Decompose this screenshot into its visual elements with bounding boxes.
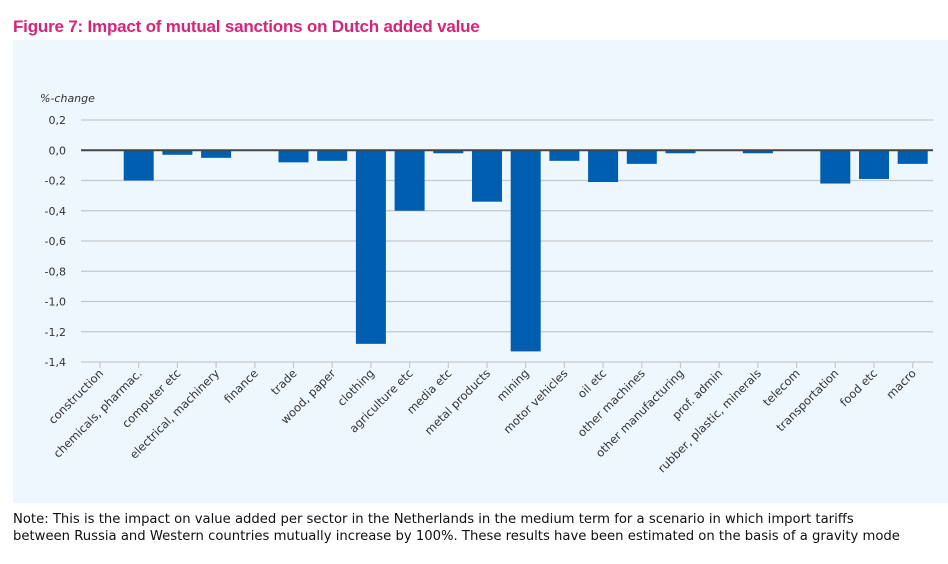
y-tick-label: -1,0: [45, 296, 66, 309]
bar-media-etc: [433, 150, 464, 154]
bar-other-manufacturing: [665, 150, 696, 154]
bars: [123, 150, 928, 352]
bar-other-machines: [626, 150, 657, 164]
y-tick-label: -0,4: [45, 205, 66, 218]
figure-title: Figure 7: Impact of mutual sanctions on …: [13, 17, 480, 36]
bar-transportation: [820, 150, 851, 184]
bar-mining: [510, 150, 541, 352]
bar-chart: 0,2 0,0 -0,2 -0,4 -0,6 -0,8 -1,0 -1,2 -1,4 %-cha…: [40, 92, 933, 475]
gridlines: [81, 119, 933, 363]
note-line-2: between Russia and Western countries mut…: [13, 529, 900, 544]
y-tick-label: -1,2: [45, 326, 66, 339]
bar-chemicals-pharmac-: [123, 150, 154, 181]
x-tick-label: food etc: [837, 366, 880, 409]
chart-panel: 0,2 0,0 -0,2 -0,4 -0,6 -0,8 -1,0 -1,2 -1,4 %-cha…: [13, 40, 948, 503]
bar-wood-paper: [317, 150, 348, 161]
x-tick-label: finance: [221, 366, 261, 406]
bar-agriculture-etc: [394, 150, 425, 211]
x-tick-label: mining: [494, 366, 532, 404]
bar-metal-products: [472, 150, 502, 202]
y-tick-label: -0,6: [45, 235, 66, 248]
bar-macro: [897, 150, 928, 164]
y-tick-label: 0,0: [49, 144, 67, 157]
bar-trade: [278, 150, 309, 163]
x-tick-label: other machines: [575, 366, 648, 439]
y-axis-label: %-change: [40, 92, 95, 105]
note-line-1: Note: This is the impact on value added …: [13, 512, 854, 527]
y-tick-label: 0,2: [49, 114, 67, 127]
x-tick-label: oil etc: [575, 366, 610, 401]
y-axis-ticks: 0,2 0,0 -0,2 -0,4 -0,6 -0,8 -1,0 -1,2 -1,4: [45, 114, 66, 369]
bar-electrical-machinery: [201, 150, 232, 158]
y-tick-label: -0,2: [45, 175, 66, 188]
bar-clothing: [355, 150, 386, 344]
bar-rubber-plastic-minerals: [742, 150, 773, 154]
x-tick-label: macro: [883, 366, 918, 401]
bar-motor-vehicles: [549, 150, 580, 161]
bar-oil-etc: [588, 150, 619, 183]
bar-food-etc: [859, 150, 889, 179]
x-tick-label: trade: [268, 366, 300, 398]
figure-note: Note: This is the impact on value added …: [13, 511, 948, 545]
y-tick-label: -0,8: [45, 265, 66, 278]
y-tick-label: -1,4: [45, 356, 66, 369]
bar-computer-etc: [162, 150, 193, 155]
